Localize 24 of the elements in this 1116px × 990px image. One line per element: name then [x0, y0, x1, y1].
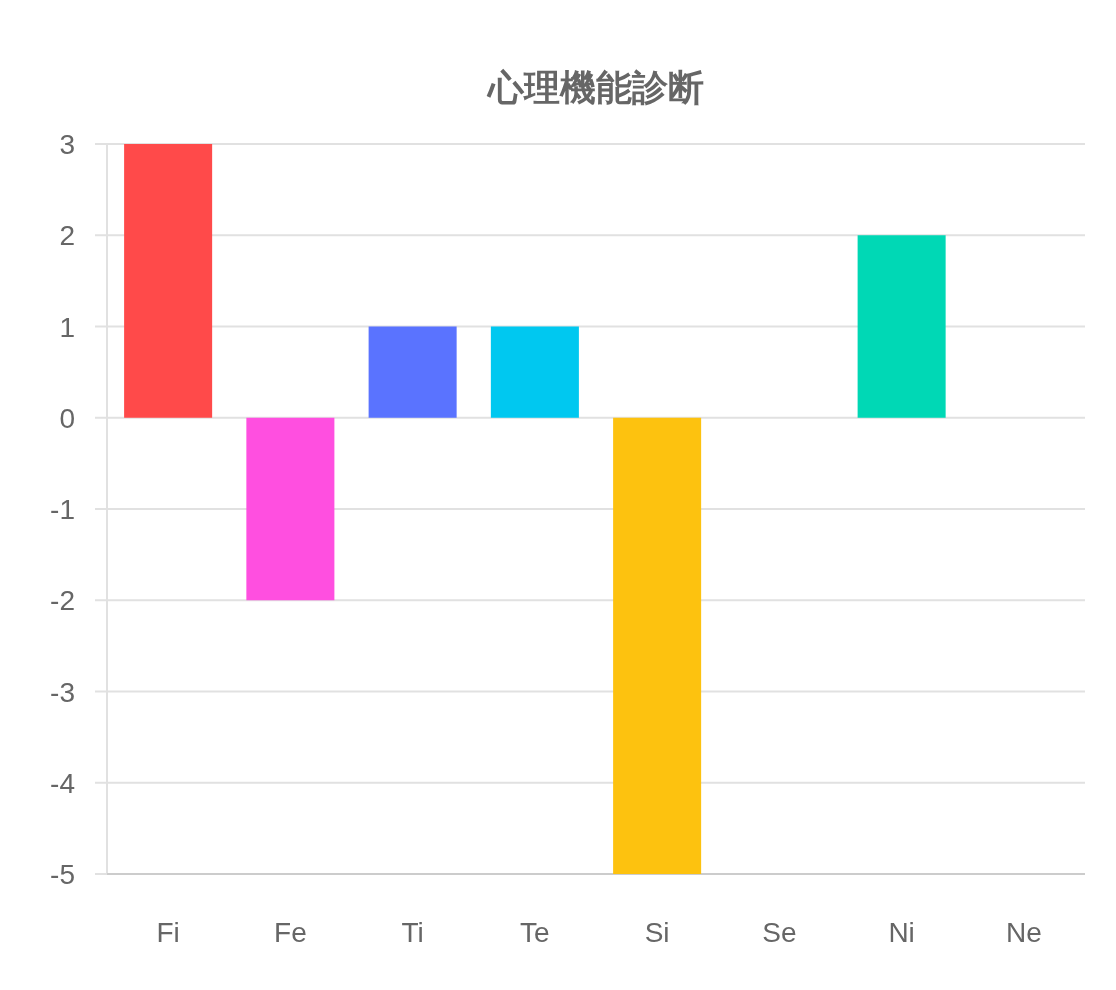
x-tick-label: Fi	[156, 917, 180, 948]
x-tick-label: Ni	[888, 917, 915, 948]
x-tick-label: Se	[762, 917, 797, 948]
x-tick-label: Ne	[1005, 917, 1042, 948]
y-tick-label: 0	[59, 402, 75, 434]
bar	[490, 326, 579, 418]
y-tick-label: -5	[50, 859, 75, 890]
bar	[124, 144, 213, 418]
y-tick-label: -3	[50, 676, 75, 708]
y-tick-label: -2	[50, 585, 75, 617]
y-tick-label: -1	[50, 494, 75, 525]
chart-title: 心理機能診断	[486, 67, 704, 108]
y-tick-label: -4	[50, 767, 75, 799]
x-tick-label: Te	[520, 917, 550, 948]
bar	[857, 235, 946, 418]
bar	[368, 326, 457, 418]
x-tick-label: Si	[644, 917, 670, 948]
bar	[246, 417, 335, 601]
x-tick-label: Fe	[274, 917, 307, 948]
y-tick-label: 3	[59, 129, 75, 160]
bar	[613, 417, 702, 874]
y-tick-label: 1	[59, 311, 75, 343]
y-tick-label: 2	[59, 220, 75, 252]
x-tick-label: Ti	[401, 917, 424, 948]
